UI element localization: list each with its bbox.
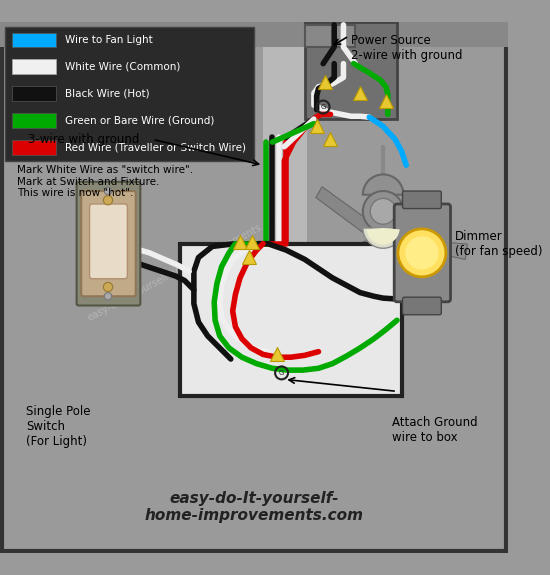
FancyBboxPatch shape xyxy=(305,22,397,119)
Polygon shape xyxy=(377,235,437,308)
FancyBboxPatch shape xyxy=(76,182,140,305)
FancyBboxPatch shape xyxy=(90,204,128,279)
FancyBboxPatch shape xyxy=(263,47,374,110)
Text: White Wire (Common): White Wire (Common) xyxy=(64,62,180,72)
Text: Green or Bare Wire (Ground): Green or Bare Wire (Ground) xyxy=(64,116,214,125)
Text: Black Wire (Hot): Black Wire (Hot) xyxy=(64,89,149,99)
Wedge shape xyxy=(367,228,400,244)
Polygon shape xyxy=(376,238,468,259)
Text: Power Source
2-wire with ground: Power Source 2-wire with ground xyxy=(351,34,463,62)
Text: Attach Ground
wire to box: Attach Ground wire to box xyxy=(392,416,478,444)
FancyBboxPatch shape xyxy=(0,22,508,47)
FancyBboxPatch shape xyxy=(12,140,56,155)
FancyBboxPatch shape xyxy=(180,244,402,396)
FancyBboxPatch shape xyxy=(4,26,254,160)
Text: Dimmer
(for fan speed): Dimmer (for fan speed) xyxy=(455,229,543,258)
Text: Single Pole
Switch
(For Light): Single Pole Switch (For Light) xyxy=(26,405,90,448)
FancyBboxPatch shape xyxy=(403,191,441,209)
Circle shape xyxy=(405,236,438,270)
Wedge shape xyxy=(363,174,404,195)
Text: easy-do-It-yourself-
home-improvements.com: easy-do-It-yourself- home-improvements.c… xyxy=(145,490,364,523)
Text: Red Wire (Traveller or Switch Wire): Red Wire (Traveller or Switch Wire) xyxy=(64,142,246,152)
Text: easy-do-it-yourself-home-improvements.com: easy-do-it-yourself-home-improvements.co… xyxy=(85,211,284,323)
FancyBboxPatch shape xyxy=(403,297,441,315)
Text: 3-wire with ground: 3-wire with ground xyxy=(28,133,139,146)
Wedge shape xyxy=(363,228,404,248)
FancyBboxPatch shape xyxy=(12,33,56,48)
Polygon shape xyxy=(349,232,385,319)
Polygon shape xyxy=(316,187,389,243)
FancyBboxPatch shape xyxy=(305,25,355,47)
Text: G: G xyxy=(279,370,284,376)
FancyBboxPatch shape xyxy=(12,113,56,128)
Circle shape xyxy=(103,196,113,205)
Circle shape xyxy=(103,282,113,292)
Circle shape xyxy=(104,187,112,195)
FancyBboxPatch shape xyxy=(81,191,136,296)
Text: G: G xyxy=(321,104,326,110)
FancyBboxPatch shape xyxy=(12,86,56,101)
Text: Wire to Fan Light: Wire to Fan Light xyxy=(64,35,152,45)
Circle shape xyxy=(370,198,396,224)
Text: Mark White Wire as "switch wire".
Mark at Switch and Fixture.
This wire is now ": Mark White Wire as "switch wire". Mark a… xyxy=(16,165,192,198)
FancyBboxPatch shape xyxy=(12,59,56,74)
FancyBboxPatch shape xyxy=(394,204,450,302)
Circle shape xyxy=(363,191,404,232)
Circle shape xyxy=(398,229,446,277)
Circle shape xyxy=(104,293,112,300)
FancyBboxPatch shape xyxy=(263,47,307,244)
Polygon shape xyxy=(298,232,386,270)
